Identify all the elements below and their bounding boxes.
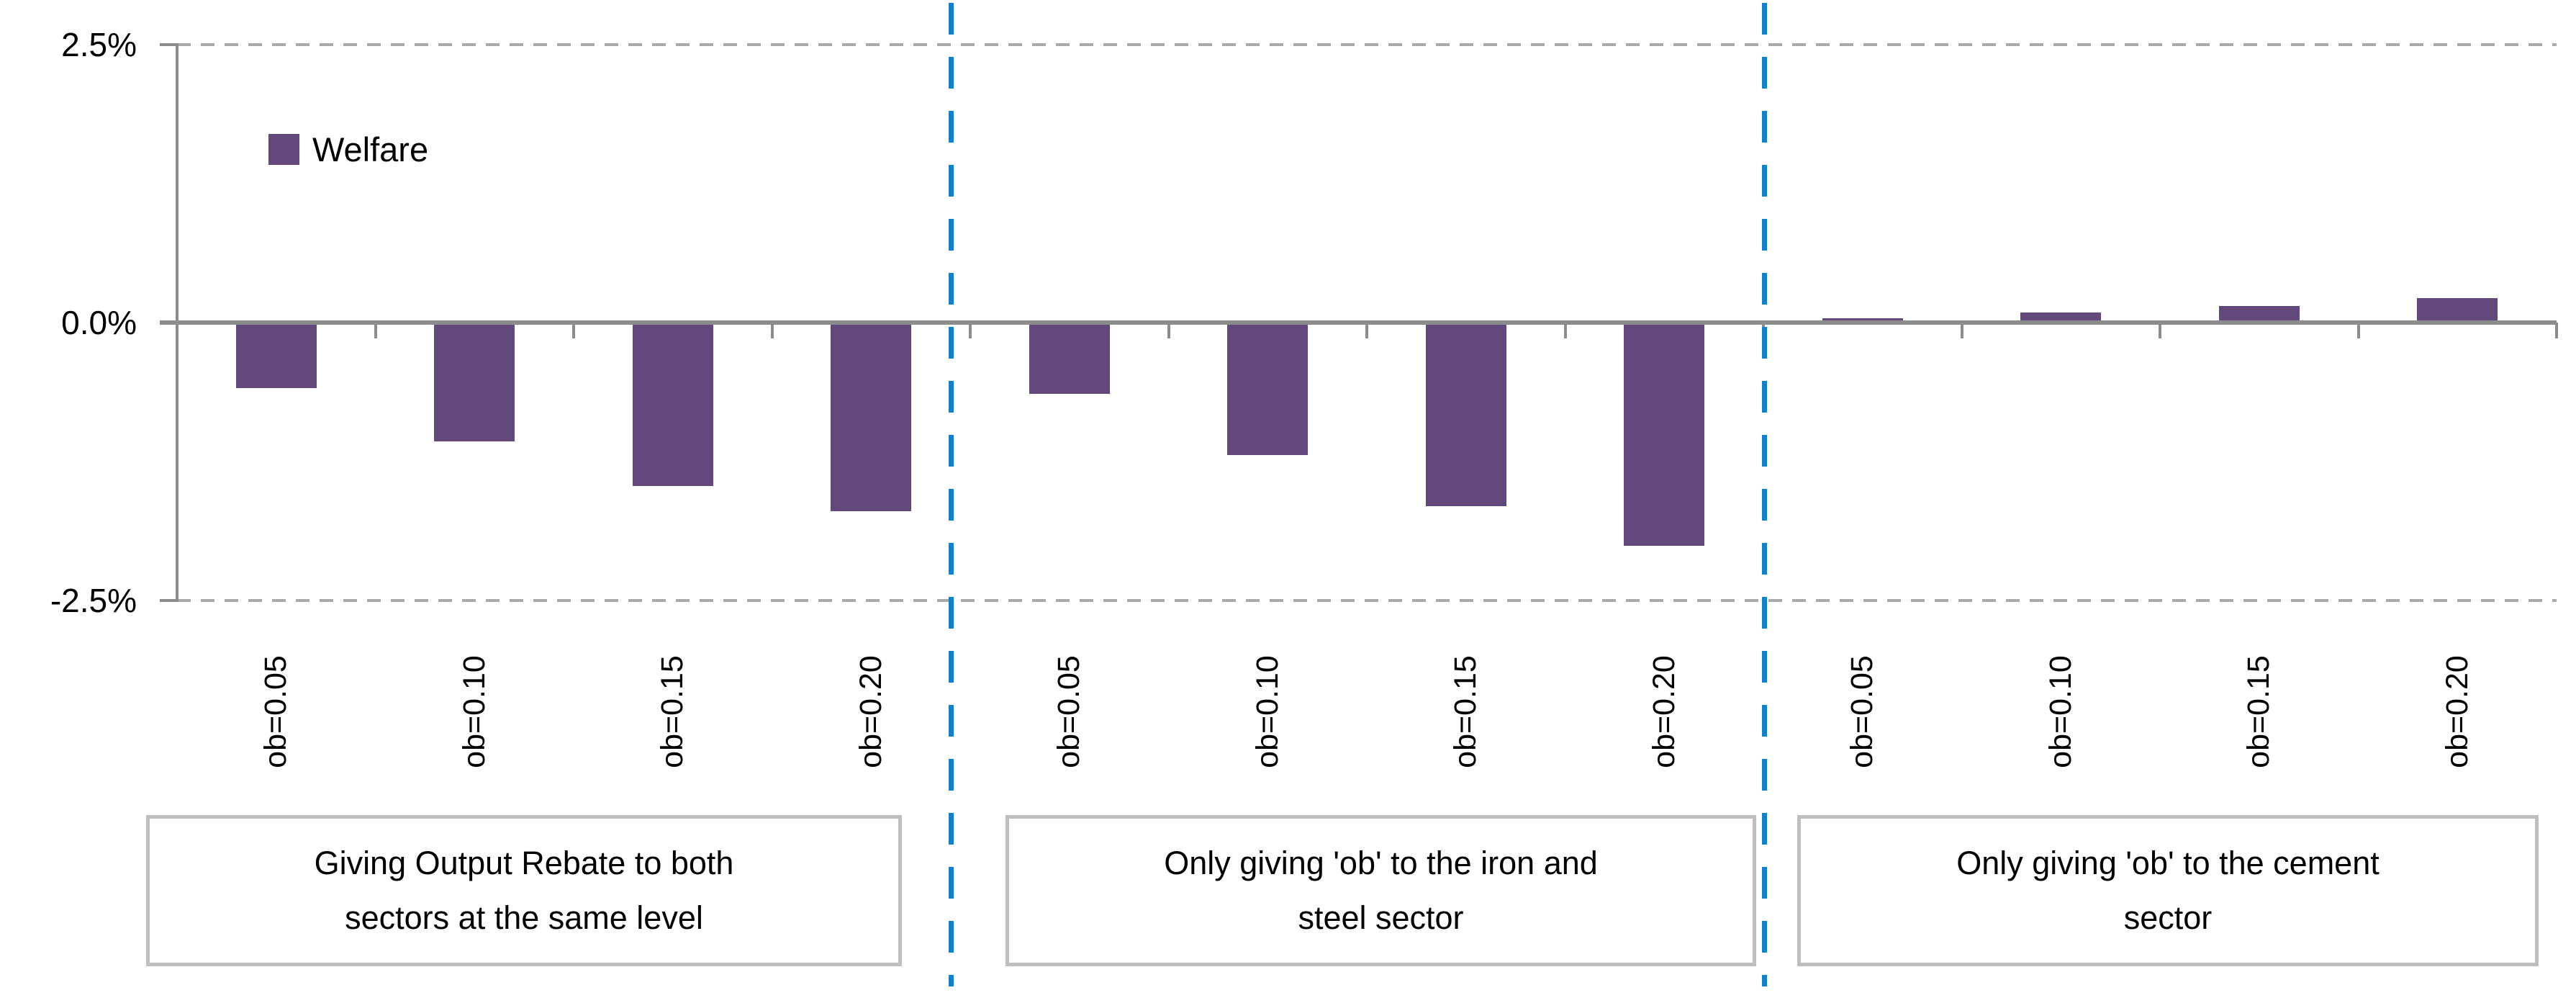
x-axis-zero-line [160, 320, 2557, 325]
bar-welfare [1227, 323, 1309, 455]
group-label-line: steel sector [1298, 899, 1464, 936]
x-tick-label: ob=0.15 [2173, 632, 2346, 791]
x-tick-label-text: ob=0.10 [456, 655, 492, 768]
axis-tick [1563, 323, 1567, 338]
axis-tick [969, 323, 972, 338]
x-tick-label-text: ob=0.05 [1845, 655, 1880, 768]
group-label-box-both-sectors: Giving Output Rebate to both sectors at … [146, 815, 902, 966]
x-tick-label-text: ob=0.10 [2043, 655, 2078, 768]
gridline-top [177, 43, 2557, 46]
y-axis-tick-bottom [160, 599, 178, 602]
x-tick-label: ob=0.05 [1776, 632, 1949, 791]
x-tick-label: ob=0.10 [1974, 632, 2147, 791]
axis-tick [374, 323, 377, 338]
group-label-line: Giving Output Rebate to both [314, 845, 734, 881]
group-label-line: sector [2123, 899, 2213, 936]
x-tick-label: ob=0.05 [983, 632, 1156, 791]
bar-welfare [235, 323, 317, 389]
bar-welfare [2218, 305, 2300, 323]
group-separator-line [1762, 3, 1767, 986]
bar-welfare [1624, 323, 1705, 547]
x-tick-label-text: ob=0.05 [1052, 655, 1087, 768]
y-tick-label: 0.0% [61, 304, 137, 341]
x-tick-label: ob=0.05 [190, 632, 363, 791]
x-tick-label: ob=0.10 [1181, 632, 1354, 791]
x-tick-label-text: ob=0.15 [655, 655, 690, 768]
group-label-box-iron-steel: Only giving 'ob' to the iron and steel s… [1005, 815, 1756, 966]
axis-tick [770, 323, 774, 338]
axis-tick [572, 323, 575, 338]
x-tick-label-text: ob=0.20 [853, 655, 888, 768]
bar-welfare [2417, 298, 2498, 323]
x-tick-label-text: ob=0.10 [1249, 655, 1285, 768]
axis-tick [1167, 323, 1170, 338]
bar-welfare [2020, 312, 2102, 323]
x-tick-label: ob=0.20 [785, 632, 957, 791]
x-tick-label-text: ob=0.20 [1646, 655, 1681, 768]
axis-tick [1365, 323, 1368, 338]
x-tick-label-text: ob=0.05 [258, 655, 294, 768]
group-separator-line [949, 3, 954, 986]
x-tick-label-text: ob=0.20 [2439, 655, 2475, 768]
y-tick-label: 2.5% [61, 26, 137, 63]
bar-welfare [1425, 323, 1506, 506]
x-tick-label: ob=0.15 [1380, 632, 1553, 791]
legend: Welfare [268, 130, 429, 168]
axis-tick [1960, 323, 1963, 338]
x-tick-label: ob=0.20 [2371, 632, 2544, 791]
group-label-box-cement: Only giving 'ob' to the cement sector [1797, 815, 2539, 966]
group-label-line: Only giving 'ob' to the cement [1956, 845, 2380, 881]
y-tick-label: -2.5% [50, 582, 137, 619]
bar-welfare [1029, 323, 1110, 394]
bar-welfare [1822, 318, 1903, 323]
y-axis-tick-top [160, 43, 178, 46]
x-tick-label: ob=0.20 [1578, 632, 1750, 791]
group-label-line: sectors at the same level [345, 899, 703, 936]
axis-tick [2159, 323, 2161, 338]
legend-swatch-welfare [268, 133, 299, 165]
legend-label: Welfare [312, 130, 429, 168]
bar-welfare [434, 323, 515, 442]
bar-welfare [831, 323, 912, 512]
axis-tick [2356, 323, 2360, 338]
axis-tick [2555, 323, 2558, 338]
bar-welfare [632, 323, 713, 486]
group-label-line: Only giving 'ob' to the iron and [1164, 845, 1598, 881]
x-tick-label: ob=0.10 [388, 632, 561, 791]
x-tick-label-text: ob=0.15 [1448, 655, 1483, 768]
x-tick-label-text: ob=0.15 [2241, 655, 2277, 768]
x-tick-label: ob=0.15 [587, 632, 759, 791]
gridline-bottom [177, 599, 2557, 602]
